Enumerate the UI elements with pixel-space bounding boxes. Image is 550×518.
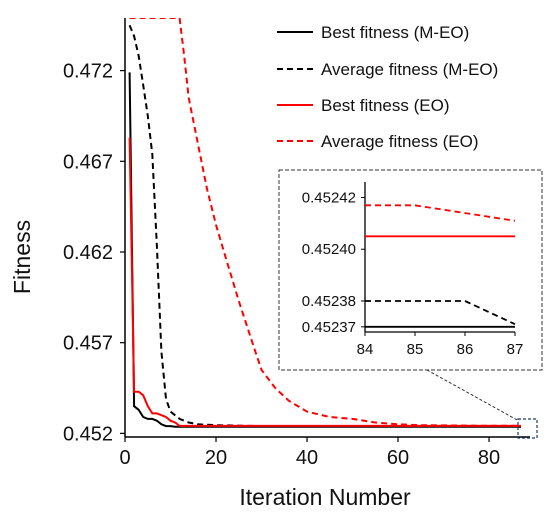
- y-tick-group: 0.452 0.457 0.462 0.467 0.472: [63, 61, 125, 445]
- inset-y-tick-group: 0.45237 0.45238 0.45240 0.45242: [302, 190, 365, 336]
- x-tick-label: 80: [478, 447, 500, 469]
- y-tick-label: 0.462: [63, 242, 113, 264]
- inset-y-tick-label: 0.45242: [302, 190, 356, 207]
- legend-label-best-meo: Best fitness (M-EO): [321, 23, 469, 42]
- inset-y-tick-label: 0.45237: [302, 319, 356, 336]
- y-tick-label: 0.472: [63, 61, 113, 83]
- inset-x-tick-label: 84: [357, 341, 374, 358]
- zoom-connector-line: [426, 369, 520, 422]
- legend-label-avg-eo: Average fitness (EO): [321, 132, 478, 151]
- inset-series-layer: [365, 204, 516, 328]
- inset-x-tick-group: 84 85 86 87: [357, 332, 524, 358]
- inset-series-line-1: [365, 300, 516, 326]
- y-tick-label: 0.467: [63, 151, 113, 173]
- x-tick-label: 40: [296, 447, 318, 469]
- x-tick-label: 20: [205, 447, 227, 469]
- series-line-2: [128, 137, 521, 427]
- series-layer: [128, 18, 521, 428]
- inset-panel: 0.45237 0.45238 0.45240 0.45242 84 85 86 87: [278, 169, 543, 371]
- y-axis-title: Fitness: [9, 220, 35, 294]
- x-tick-group: 0 20 40 60 80: [119, 437, 500, 469]
- legend-label-avg-meo: Average fitness (M-EO): [321, 60, 498, 79]
- legend: Best fitness (M-EO) Average fitness (M-E…: [277, 23, 498, 151]
- legend-label-best-eo: Best fitness (EO): [321, 96, 449, 115]
- inset-x-tick-label: 87: [507, 341, 524, 358]
- series-line-1: [128, 24, 521, 428]
- inset-y-tick-label: 0.45240: [302, 241, 356, 258]
- y-tick-label: 0.452: [63, 423, 113, 445]
- x-tick-label: 0: [119, 447, 130, 469]
- x-tick-label: 60: [387, 447, 409, 469]
- x-axis-title: Iteration Number: [239, 484, 411, 510]
- inset-x-tick-label: 85: [407, 341, 424, 358]
- y-tick-label: 0.457: [63, 333, 113, 355]
- inset-x-tick-label: 86: [457, 341, 474, 358]
- inset-series-line-3: [365, 204, 516, 222]
- series-line-3: [129, 18, 521, 427]
- zoom-region-box: [517, 418, 538, 439]
- inset-frame: [278, 169, 543, 371]
- inset-y-tick-label: 0.45238: [302, 293, 356, 310]
